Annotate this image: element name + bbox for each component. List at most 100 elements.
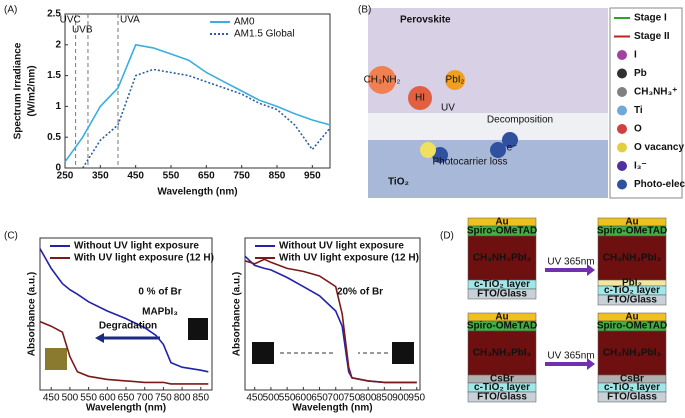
layer-label: Au [625, 312, 638, 323]
diagram-label: e⁻ [507, 143, 518, 154]
legend-icon [617, 124, 627, 134]
layer-label: Spiro-OMeTAD [597, 226, 667, 237]
legend-label: Stage II [634, 31, 670, 42]
y-axis-label: Spectrum Irradiance [13, 42, 24, 139]
series-line [39, 248, 209, 373]
molecule [445, 70, 465, 90]
y-axis-label: Absorbance (a.u.) [27, 272, 38, 356]
layer-label: PbI₂ [622, 278, 642, 289]
y-tick-label: 0.5 [47, 132, 61, 143]
x-tick-label: 350 [92, 171, 109, 182]
annotation: MAPbI₃ [142, 307, 178, 318]
x-axis-label: Wavelength (nm) [86, 403, 166, 414]
y-tick-label: 2 [55, 39, 61, 50]
x-tick-label: 250 [57, 171, 74, 182]
series-line [244, 258, 417, 384]
x-axis-label: Wavelength (nm) [157, 187, 237, 198]
y-axis-label: (W/m2/nm) [27, 65, 38, 116]
legend-label: Without UV light exposure [279, 241, 404, 252]
x-tick-label: 650 [118, 393, 135, 404]
legend-icon [617, 179, 627, 190]
x-tick-label: 500 [62, 393, 79, 404]
x-tick-label: 850 [269, 171, 286, 182]
legend-label: With UV light exposure (12 H) [279, 253, 419, 264]
layer-label: Au [625, 217, 638, 228]
layer-label: FTO/Glass [607, 392, 657, 403]
x-tick-label: 650 [311, 393, 328, 404]
panel-label: (D) [440, 231, 454, 242]
uv-label: UVC [60, 15, 81, 26]
legend-icon [617, 142, 627, 153]
layer [597, 294, 667, 306]
layer-label: TiO₂ [388, 177, 409, 188]
layer [467, 391, 537, 403]
diagram-label: UV [441, 103, 455, 114]
x-tick-label: 550 [279, 393, 296, 404]
x-tick-label: 900 [392, 393, 409, 404]
arrowhead [95, 333, 104, 343]
legend-label: I [634, 50, 637, 61]
y-tick-label: 2.5 [47, 9, 61, 20]
annotation: 0 % of Br [138, 287, 181, 298]
panel-label: (A) [4, 5, 17, 16]
perovskite-region [368, 8, 608, 113]
legend-icon [617, 87, 627, 97]
diagram-label: CH₃NH₂ [364, 75, 401, 86]
x-tick-label: 500 [263, 393, 280, 404]
x-tick-label: 950 [304, 171, 321, 182]
layer-label: CH₃NH₃PbI₃ [473, 253, 532, 264]
diagram-label: HI [415, 93, 425, 104]
x-tick-label: 700 [136, 393, 153, 404]
layer-label: CH₃NH₃PbI₃ [473, 348, 532, 359]
annotation: Degradation [99, 321, 157, 332]
layer [597, 391, 667, 403]
x-tick-label: 550 [163, 171, 180, 182]
molecule [408, 86, 432, 110]
x-tick-label: 850 [376, 393, 393, 404]
arrow-label: UV 365nm [547, 257, 594, 268]
x-tick-label: 450 [127, 171, 144, 182]
x-tick-label: 750 [155, 393, 172, 404]
legend-icon [617, 161, 627, 171]
legend-label: O [634, 124, 642, 135]
legend-label: AM1.5 Global [234, 29, 295, 40]
layer-label: c-TiO₂ layer [604, 285, 660, 296]
arrow-label: UV 365nm [547, 351, 594, 362]
x-tick-label: 650 [198, 171, 215, 182]
legend-icon [617, 68, 627, 79]
legend-label: CH₃NH₃⁺ [634, 87, 677, 98]
layer-label: c-TiO₂ layer [474, 279, 530, 290]
layer-label: CsBr [620, 374, 644, 385]
layer-label: Spiro-OMeTAD [467, 226, 537, 237]
uv-label: UVA [120, 15, 140, 26]
layer-label: Au [495, 217, 508, 228]
layer-label: FTO/Glass [607, 295, 657, 306]
legend-label: O vacancy [634, 142, 684, 153]
layer-label: FTO/Glass [477, 392, 527, 403]
film-photo [252, 342, 274, 364]
diagram-label: PbI₂ [446, 75, 465, 86]
legend-label: I₃⁻ [634, 161, 647, 172]
molecule [432, 147, 448, 163]
layer-label: c-TiO₂ layer [474, 382, 530, 393]
film-photo [45, 348, 67, 370]
layer [597, 330, 667, 376]
x-tick-label: 750 [233, 171, 250, 182]
x-tick-label: 800 [360, 393, 377, 404]
x-tick-label: 750 [344, 393, 361, 404]
series-line [64, 43, 331, 163]
diagram-label: Decomposition [487, 115, 553, 126]
x-tick-label: 600 [295, 393, 312, 404]
molecule [502, 132, 518, 148]
x-tick-label: 450 [43, 393, 60, 404]
y-tick-label: 1.5 [47, 70, 61, 81]
annotation: 20% of Br [337, 287, 383, 298]
layer [467, 235, 537, 281]
x-tick-label: 600 [99, 393, 116, 404]
legend-label: Ti [634, 105, 643, 116]
plot-frame [244, 237, 421, 391]
layer [597, 235, 667, 281]
panel-label: (C) [4, 231, 18, 242]
layer-label: Perovskite [400, 15, 451, 26]
